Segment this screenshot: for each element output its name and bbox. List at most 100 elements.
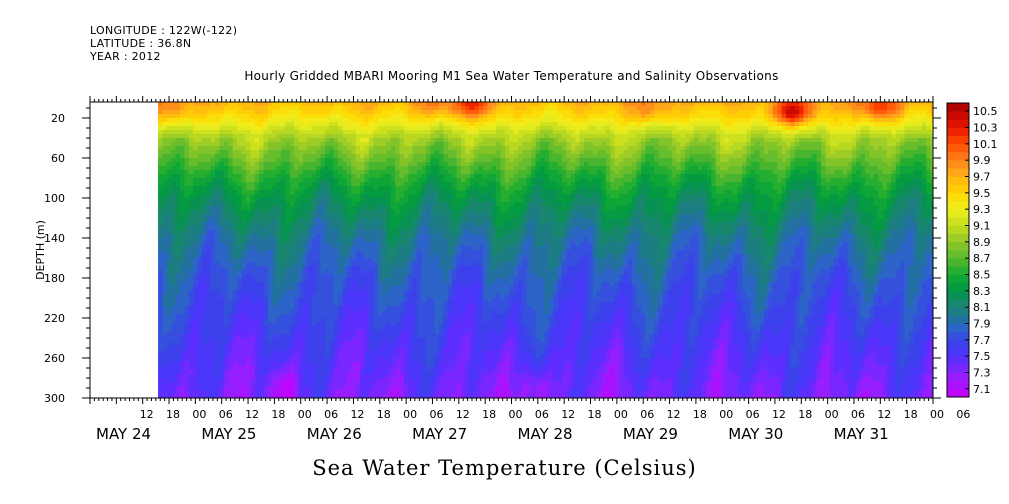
heat-cell — [386, 158, 392, 163]
heat-cell — [425, 234, 431, 239]
heat-cell — [311, 346, 317, 351]
heat-cell — [355, 358, 361, 363]
heat-cell — [298, 306, 304, 311]
heat-cell — [408, 222, 414, 227]
heat-cell — [452, 202, 458, 207]
heat-cell — [368, 250, 374, 255]
heat-cell — [421, 178, 427, 183]
heat-cell — [311, 310, 317, 315]
heat-cell — [368, 350, 374, 355]
heat-cell — [360, 286, 366, 291]
heat-cell — [210, 314, 216, 319]
heat-cell — [434, 182, 440, 187]
heat-cell — [219, 222, 225, 227]
heat-cell — [197, 290, 203, 295]
heat-cell — [285, 114, 291, 119]
heat-cell — [390, 150, 396, 155]
heat-cell — [158, 322, 164, 327]
heat-cell — [210, 346, 216, 351]
heat-cell — [417, 378, 423, 383]
heat-cell — [338, 350, 344, 355]
heat-cell — [342, 362, 348, 367]
heat-cell — [425, 158, 431, 163]
heat-cell — [302, 250, 308, 255]
heat-cell — [373, 266, 379, 271]
heat-cell — [188, 158, 194, 163]
heat-cell — [390, 162, 396, 167]
heat-cell — [215, 350, 221, 355]
heat-cell — [443, 266, 449, 271]
heat-cell — [285, 210, 291, 215]
heat-cell — [210, 202, 216, 207]
heat-cell — [364, 154, 370, 159]
heat-cell — [223, 110, 229, 115]
heat-cell — [302, 258, 308, 263]
heat-cell — [215, 226, 221, 231]
heat-cell — [307, 286, 313, 291]
heat-cell — [320, 134, 326, 139]
heat-cell — [403, 178, 409, 183]
heat-cell — [342, 366, 348, 371]
heat-cell — [158, 218, 164, 223]
heat-cell — [267, 230, 273, 235]
heat-cell — [193, 366, 199, 371]
heat-cell — [259, 190, 265, 195]
heat-cell — [430, 322, 436, 327]
heat-cell — [241, 326, 247, 331]
heat-cell — [228, 118, 234, 123]
heat-cell — [421, 346, 427, 351]
heat-cell — [280, 326, 286, 331]
heat-cell — [377, 282, 383, 287]
heat-cell — [430, 374, 436, 379]
heat-cell — [377, 210, 383, 215]
heat-cell — [232, 330, 238, 335]
heat-cell — [408, 286, 414, 291]
heat-cell — [452, 150, 458, 155]
heat-cell — [443, 106, 449, 111]
heat-cell — [408, 202, 414, 207]
heat-cell — [316, 150, 322, 155]
heat-cell — [430, 362, 436, 367]
heat-cell — [166, 206, 172, 211]
heat-cell — [210, 362, 216, 367]
heat-cell — [307, 330, 313, 335]
heat-cell — [403, 362, 409, 367]
heat-cell — [158, 386, 164, 391]
heat-cell — [364, 338, 370, 343]
heat-cell — [390, 390, 396, 395]
heat-cell — [439, 230, 445, 235]
heat-cell — [364, 362, 370, 367]
heat-cell — [263, 166, 269, 171]
heat-cell — [408, 178, 414, 183]
heat-cell — [302, 378, 308, 383]
heat-cell — [421, 242, 427, 247]
heat-cell — [395, 294, 401, 299]
heat-cell — [289, 162, 295, 167]
heat-cell — [210, 238, 216, 243]
heat-cell — [206, 294, 212, 299]
heat-cell — [215, 170, 221, 175]
heat-cell — [263, 350, 269, 355]
heat-cell — [355, 282, 361, 287]
heat-cell — [408, 258, 414, 263]
heat-cell — [228, 274, 234, 279]
heat-cell — [399, 346, 405, 351]
heat-cell — [171, 346, 177, 351]
heat-cell — [408, 342, 414, 347]
heat-cell — [158, 350, 164, 355]
heat-cell — [162, 194, 168, 199]
heat-cell — [285, 314, 291, 319]
heat-cell — [373, 290, 379, 295]
heat-cell — [307, 354, 313, 359]
heat-cell — [316, 114, 322, 119]
heat-cell — [351, 178, 357, 183]
heat-cell — [298, 382, 304, 387]
heat-cell — [333, 374, 339, 379]
heat-cell — [403, 230, 409, 235]
heat-cell — [237, 178, 243, 183]
heat-cell — [408, 298, 414, 303]
heat-cell — [215, 358, 221, 363]
heat-cell — [355, 142, 361, 147]
heat-cell — [452, 182, 458, 187]
heat-cell — [223, 254, 229, 259]
